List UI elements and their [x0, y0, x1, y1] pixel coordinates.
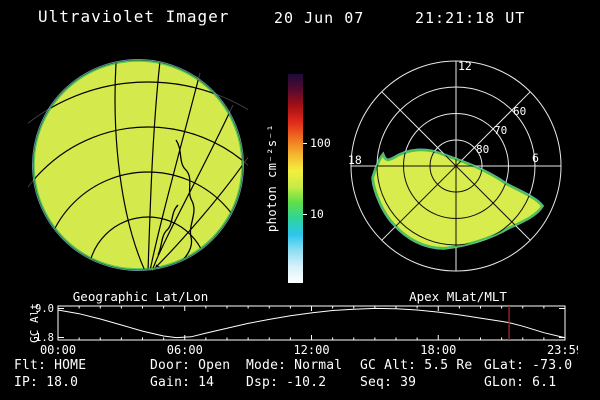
mlt-label-6: 6 [532, 151, 539, 165]
colorbar-tick-100 [303, 142, 307, 144]
colorbar-tick-label-10: 10 [310, 207, 324, 222]
plot-frame [57, 305, 566, 341]
observation-time: 21:21:18 UT [415, 9, 526, 27]
mlat-label-80: 80 [476, 143, 489, 156]
mlat-label-70: 70 [494, 124, 507, 137]
mlat-label-60: 60 [513, 105, 526, 118]
colorbar-tick-10 [303, 214, 307, 216]
mlt-label-18: 18 [348, 153, 362, 167]
mlt-label-12: 12 [458, 59, 472, 73]
status-seq: Seq: 39 [360, 375, 417, 390]
aurora-blob [371, 149, 544, 250]
right-panel-caption: Apex MLat/MLT [409, 289, 507, 304]
geographic-disk-image [28, 59, 248, 272]
xtick-label-0000: 00:00 [40, 343, 76, 357]
status-flt: Flt: HOME [14, 358, 87, 373]
xtick-label-0600: 06:00 [167, 343, 203, 357]
left-panel-caption: Geographic Lat/Lon [72, 289, 209, 304]
status-glat: GLat: -73.0 [484, 358, 573, 373]
colorbar-tick-label-100: 100 [310, 135, 331, 150]
status-dsp: Dsp: -10.2 [246, 375, 327, 390]
geographic-grid [34, 61, 242, 269]
colorbar-units-label: photon cm⁻²s⁻¹ [265, 123, 279, 233]
disk-rim-glow [32, 59, 244, 271]
xtick-label-1800: 18:00 [420, 343, 456, 357]
status-door: Door: Open [150, 358, 231, 373]
colorbar-gradient [288, 74, 303, 283]
status-mode: Mode: Normal [246, 358, 343, 373]
x-ticks [57, 306, 566, 340]
observation-date: 20 Jun 07 [274, 9, 365, 27]
y-axis-label: GC Alt [30, 303, 41, 343]
status-gain: Gain: 14 [150, 375, 215, 390]
xtick-label-1200: 12:00 [293, 343, 329, 357]
disk-speckle-texture [34, 61, 242, 269]
page-title: Ultraviolet Imager [38, 7, 230, 26]
xtick-label-2359: 23:59 [547, 343, 578, 357]
gc-alt-plot: 9.0 1.8 GC Alt 00:00 06:00 12:00 18:00 2… [30, 303, 578, 357]
colorbar: 100 10 [288, 74, 331, 283]
gc-alt-curve [57, 307, 565, 339]
status-ip: IP: 18.0 [14, 375, 79, 390]
ytick-label-top: 9.0 [35, 303, 54, 315]
status-glon: GLon: 6.1 [484, 375, 557, 390]
status-gc-alt: GC Alt: 5.5 Re [360, 358, 473, 373]
apex-polar-plot: 12 18 6 80 70 60 [348, 59, 562, 272]
ytick-label-bottom: 1.8 [35, 332, 54, 344]
